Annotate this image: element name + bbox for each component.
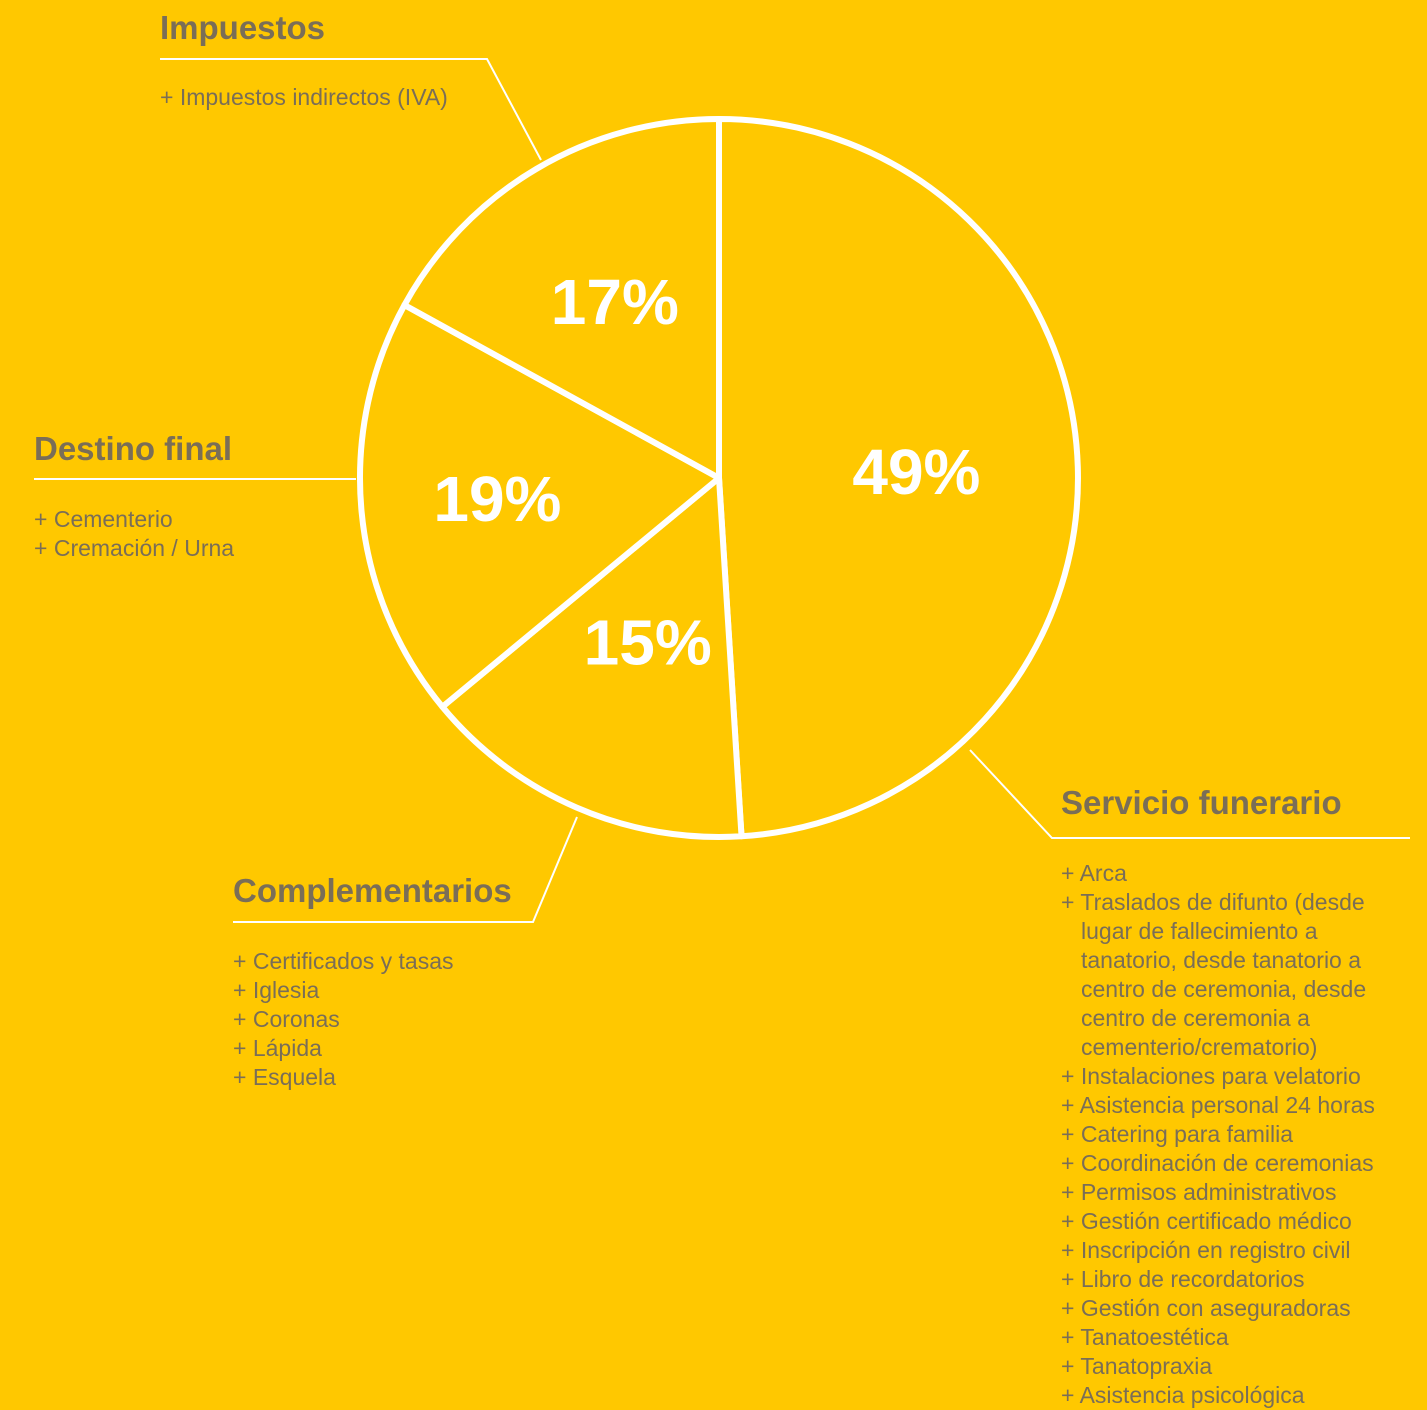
- list-item: Gestión con aseguradoras: [1061, 1294, 1406, 1323]
- list-item: Cementerio: [34, 505, 354, 534]
- list-item: Esquela: [233, 1063, 553, 1092]
- callout-destino-final: Destino final CementerioCremación / Urna: [34, 432, 354, 563]
- slice-label-complementarios: 15%: [584, 607, 712, 679]
- list-item: Certificados y tasas: [233, 947, 553, 976]
- list-item: Tanatoestética: [1061, 1323, 1406, 1352]
- pie-slice-complementarios: [439, 475, 745, 840]
- pie-slice-impuestos: [401, 116, 722, 481]
- list-item: Catering para familia: [1061, 1120, 1406, 1149]
- list-item: Lápida: [233, 1034, 553, 1063]
- leader-line-servicio-funerario: [969, 749, 1410, 839]
- callout-title-impuestos: Impuestos: [160, 9, 326, 46]
- callout-servicio-funerario: Servicio funerario ArcaTraslados de difu…: [1061, 786, 1406, 1410]
- list-item: Permisos administrativos: [1061, 1178, 1406, 1207]
- callout-list-impuestos: Impuestos indirectos (IVA): [160, 83, 500, 112]
- slice-labels: 49% 15% 19% 17%: [433, 266, 980, 679]
- callout-impuestos: Impuestos Impuestos indirectos (IVA): [160, 11, 500, 112]
- list-item: Traslados de difunto (desde lugar de fal…: [1061, 888, 1406, 1062]
- pie-slice-destino-final: [357, 302, 722, 710]
- callout-list-destino-final: CementerioCremación / Urna: [34, 505, 354, 563]
- callout-complementarios: Complementarios Certificados y tasasIgle…: [233, 874, 553, 1092]
- list-item: Asistencia psicológica: [1061, 1381, 1406, 1410]
- list-item: Tanatopraxia: [1061, 1352, 1406, 1381]
- list-item: Iglesia: [233, 976, 553, 1005]
- list-item: Coronas: [233, 1005, 553, 1034]
- leader-line-impuestos: [160, 58, 542, 161]
- slice-label-servicio-funerario: 49%: [852, 436, 980, 508]
- list-item: Impuestos indirectos (IVA): [160, 83, 500, 112]
- pie-slice-servicio-funerario: [716, 116, 1081, 840]
- pie-slices: [357, 116, 1081, 840]
- list-item: Instalaciones para velatorio: [1061, 1062, 1406, 1091]
- slice-label-destino-final: 19%: [433, 463, 561, 535]
- callout-title-complementarios: Complementarios: [233, 872, 512, 909]
- list-item: Libro de recordatorios: [1061, 1265, 1406, 1294]
- list-item: Cremación / Urna: [34, 534, 354, 563]
- slice-label-impuestos: 17%: [551, 266, 679, 338]
- list-item: Gestión certificado médico: [1061, 1207, 1406, 1236]
- leader-line-complementarios: [233, 816, 578, 923]
- list-item: Arca: [1061, 859, 1406, 888]
- callout-title-destino-final: Destino final: [34, 430, 233, 467]
- callout-title-servicio-funerario: Servicio funerario: [1061, 784, 1342, 821]
- list-item: Coordinación de ceremonias: [1061, 1149, 1406, 1178]
- list-item: Inscripción en registro civil: [1061, 1236, 1406, 1265]
- callout-list-servicio-funerario: ArcaTraslados de difunto (desde lugar de…: [1061, 859, 1406, 1410]
- list-item: Asistencia personal 24 horas: [1061, 1091, 1406, 1120]
- leader-lines: [34, 58, 1410, 923]
- callout-list-complementarios: Certificados y tasasIglesiaCoronasLápida…: [233, 947, 553, 1092]
